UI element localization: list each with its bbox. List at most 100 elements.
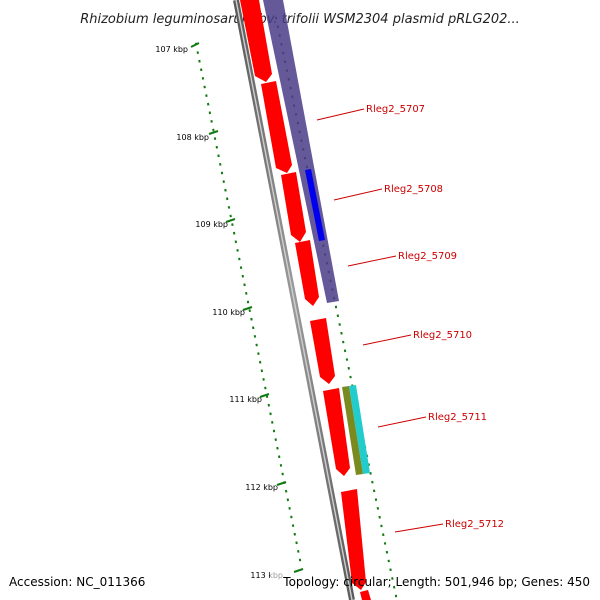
tick-label-108: 108 kbp xyxy=(176,133,209,142)
scale-major-tick xyxy=(225,218,236,223)
outer-ring-dot xyxy=(343,349,347,353)
cds-arrow-gene-5712 xyxy=(341,489,366,590)
scale-ring-dot xyxy=(203,85,206,89)
scale-ring-dot xyxy=(208,111,212,115)
scale-ring-dot xyxy=(297,549,300,553)
outer-ring-dot xyxy=(349,375,352,379)
scale-ring-dot xyxy=(245,291,248,295)
backbone-highlight xyxy=(235,0,353,600)
cog-features xyxy=(263,0,370,475)
gene-callout-5707 xyxy=(316,108,365,121)
scale-ring-dot xyxy=(269,412,272,416)
outer-ring-dot xyxy=(367,463,370,467)
scale-major-tick xyxy=(242,306,253,311)
scale-ring-dot xyxy=(196,51,199,55)
outer-ring-dot xyxy=(371,480,374,484)
scale-ring-dot xyxy=(281,472,284,476)
scale-ring-dot xyxy=(279,463,283,467)
summary-text: Topology: circular; Length: 501,946 bp; … xyxy=(282,575,590,589)
tick-label-112: 112 kbp xyxy=(245,483,278,492)
scale-ring-dot xyxy=(232,231,236,235)
cds-arrow-gene-5710 xyxy=(310,318,335,384)
scale-major-tick xyxy=(259,393,270,398)
scale-major-tick xyxy=(190,42,200,48)
scale-ring-dot xyxy=(286,498,290,502)
tick-label-109: 109 kbp xyxy=(195,220,228,229)
gene-callout-5708 xyxy=(333,188,383,201)
cog-band-cyan xyxy=(349,385,370,474)
gene-labels: Rleg2_5707 Rleg2_5708 Rleg2_5709 Rleg2_5… xyxy=(316,104,504,533)
outer-ring-dot xyxy=(392,585,396,589)
outer-ring-dot xyxy=(378,515,381,519)
outer-ring-dot xyxy=(372,489,376,493)
scale-major-tick xyxy=(293,568,304,573)
scale-ring-dot xyxy=(219,162,222,166)
scale-ring-dot xyxy=(255,343,258,347)
outer-ring-dot xyxy=(376,506,380,510)
scale-ring-dot xyxy=(213,137,217,141)
cds-arrow-gene-5708 xyxy=(281,172,306,242)
scale-ring-dot xyxy=(229,214,232,218)
outer-ring-dot xyxy=(345,358,349,361)
scale-ring-dot xyxy=(234,240,238,244)
outer-ring-dot xyxy=(382,533,385,537)
outer-ring-dot xyxy=(336,314,340,318)
gene-label-5709: Rleg2_5709 xyxy=(398,251,457,262)
scale-ring-dot xyxy=(238,257,241,261)
tick-label-113: 113 kbp xyxy=(250,571,283,580)
outer-ring-dot xyxy=(342,340,345,344)
gene-callout-5711 xyxy=(377,416,427,428)
cds-arrow-gene-5707 xyxy=(261,81,292,173)
scale-ring-dot xyxy=(264,386,267,390)
outer-ring-dot xyxy=(391,577,394,580)
gene-callout-5712 xyxy=(394,523,444,533)
outer-ring-dot xyxy=(340,331,343,335)
gene-label-5707: Rleg2_5707 xyxy=(366,104,425,115)
scale-major-tick xyxy=(276,481,287,486)
scale-ring-dot xyxy=(276,446,279,450)
scale-ring-dot xyxy=(290,515,293,519)
gene-label-5712: Rleg2_5712 xyxy=(445,519,504,530)
cog-band-blue xyxy=(305,169,325,241)
scale-ring-dot xyxy=(260,369,264,373)
outer-ring-dot xyxy=(369,471,372,475)
outer-ring-dot xyxy=(383,542,387,545)
scale-ring-dot xyxy=(284,489,288,493)
cds-arrow-partial xyxy=(360,590,371,600)
scale-ring-dot xyxy=(227,205,231,209)
cog-band-olive xyxy=(342,386,363,475)
scale-ring-dot xyxy=(198,59,201,63)
scale-ring-dot xyxy=(243,283,246,287)
scale-ring-dot xyxy=(265,395,269,399)
gene-label-5711: Rleg2_5711 xyxy=(428,412,487,423)
tick-label-mask xyxy=(270,568,292,582)
cds-features xyxy=(240,0,371,600)
gene-callout-5710 xyxy=(362,334,412,346)
gene-callout-5709 xyxy=(347,255,397,267)
scale-major-tick xyxy=(208,130,219,135)
scale-ring-dot xyxy=(291,524,295,528)
outer-ring-dot xyxy=(380,524,383,528)
outer-ring-dot xyxy=(385,550,389,554)
accession-text: Accession: NC_011366 xyxy=(9,575,145,589)
tick-label-107: 107 kbp xyxy=(155,45,188,54)
gene-label-5710: Rleg2_5710 xyxy=(413,330,472,341)
outer-ring-dot xyxy=(389,568,392,572)
tick-label-111: 111 kbp xyxy=(229,395,262,404)
outer-ring-dot xyxy=(347,366,350,370)
scale-ring-dot xyxy=(253,334,257,338)
scale-ring-dot xyxy=(248,309,251,313)
scale-ring-dot xyxy=(258,360,262,364)
scale-ring-dot xyxy=(224,188,227,192)
tick-labels: 107 kbp 108 kbp 109 kbp 110 kbp 111 kbp … xyxy=(155,45,283,580)
scale-ring-dot xyxy=(295,541,298,545)
outer-ring-dot xyxy=(338,323,341,326)
scale-ring xyxy=(190,42,304,573)
map-title: Rhizobium leguminosarum bv. trifolii WSM… xyxy=(80,12,520,27)
scale-ring-dot xyxy=(222,180,225,184)
scale-ring-dot xyxy=(217,154,220,158)
scale-ring-dot xyxy=(271,420,274,424)
cds-arrow xyxy=(240,0,272,82)
scale-ring-dot xyxy=(250,317,253,321)
